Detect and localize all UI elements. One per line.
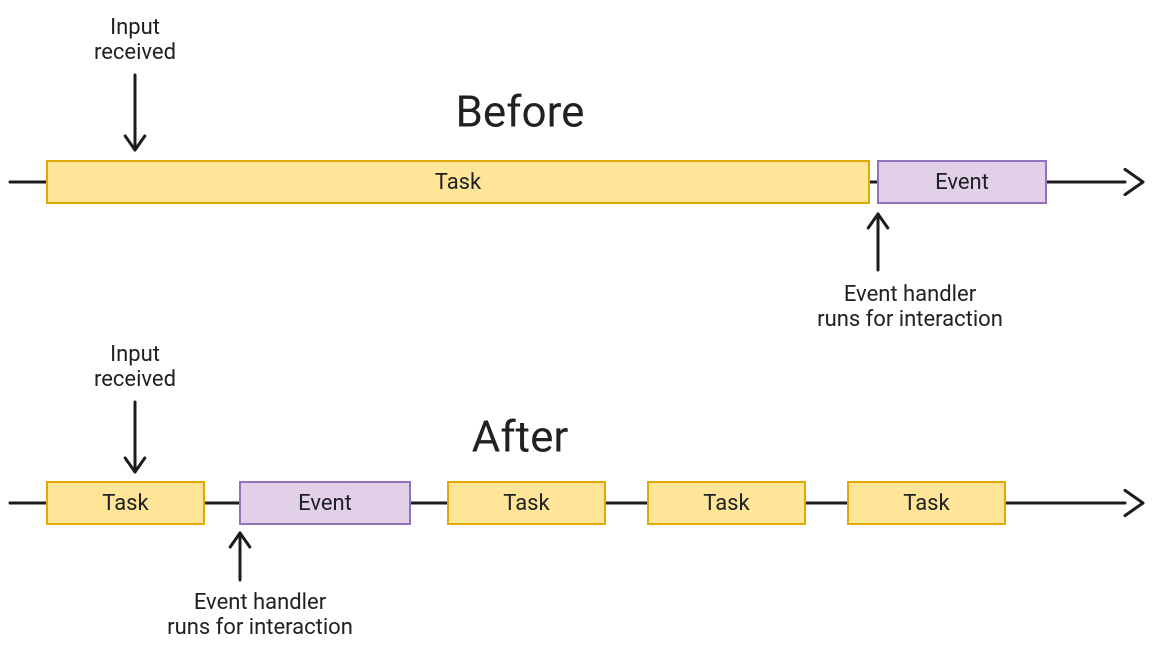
task-label: Task <box>903 491 950 516</box>
section-title: Before <box>456 86 585 138</box>
event-label: Event <box>935 170 989 195</box>
annotation-label: received <box>94 40 176 65</box>
task-scheduling-diagram: BeforeTaskEventInputreceivedEvent handle… <box>0 0 1155 647</box>
annotation-label: runs for interaction <box>817 307 1003 332</box>
annotation-label: runs for interaction <box>167 615 353 640</box>
task-label: Task <box>102 491 149 516</box>
annotation-label: Event handler <box>844 282 977 307</box>
annotation-label: Input <box>110 15 160 40</box>
event-label: Event <box>298 491 352 516</box>
task-label: Task <box>703 491 750 516</box>
annotation-label: received <box>94 367 176 392</box>
section-title: After <box>472 411 569 463</box>
annotation-label: Event handler <box>194 590 327 615</box>
task-label: Task <box>435 170 482 195</box>
task-label: Task <box>503 491 550 516</box>
annotation-label: Input <box>110 342 160 367</box>
